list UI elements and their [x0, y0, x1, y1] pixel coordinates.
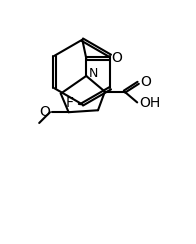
Text: N: N — [89, 68, 98, 81]
Text: F: F — [65, 96, 74, 110]
Text: O: O — [39, 105, 50, 119]
Text: O: O — [112, 51, 122, 65]
Text: O: O — [140, 75, 151, 89]
Text: OH: OH — [139, 96, 160, 110]
